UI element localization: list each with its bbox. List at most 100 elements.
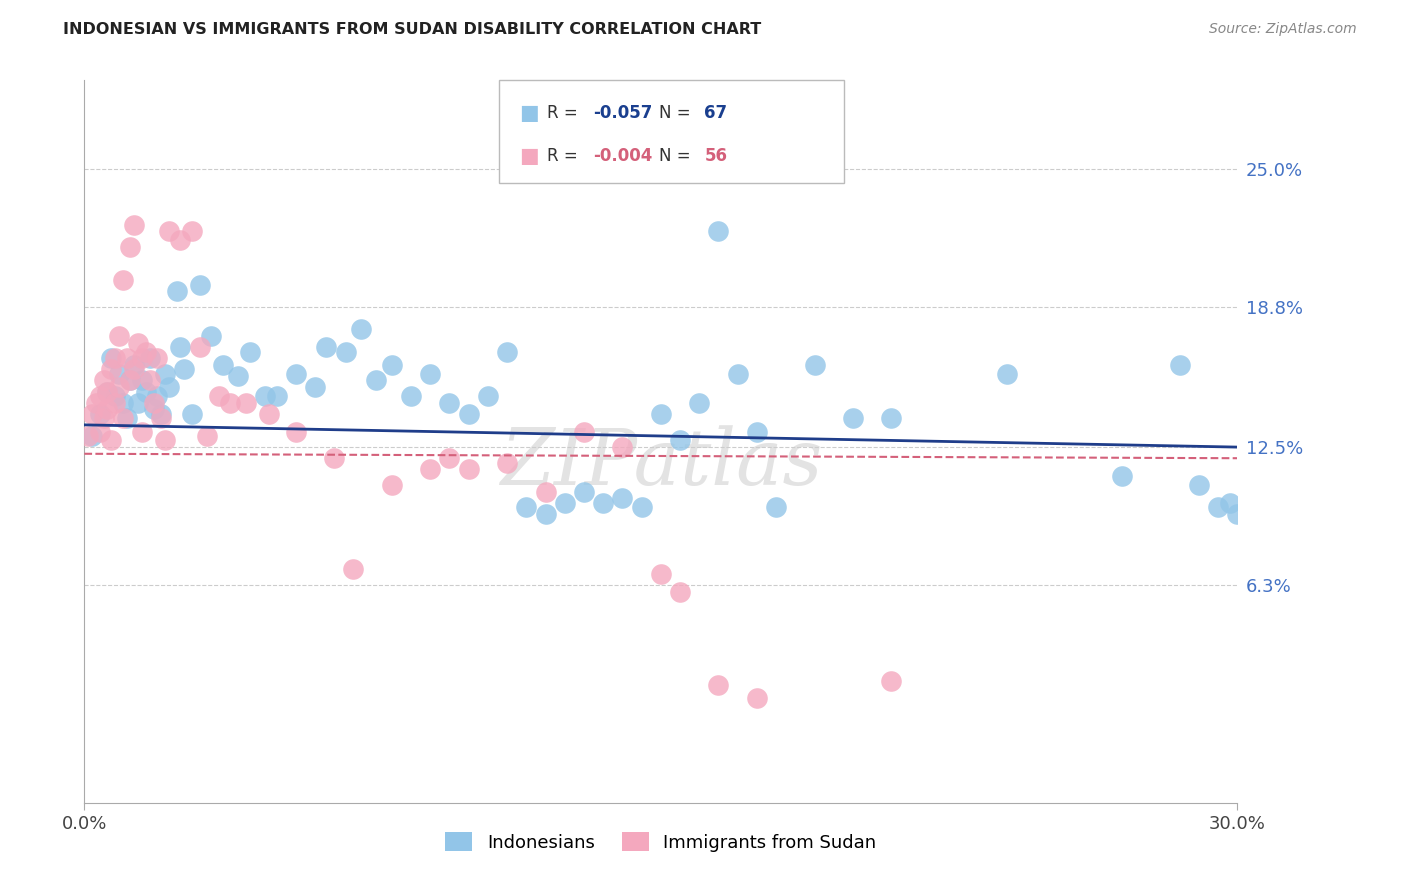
Point xyxy=(173,362,195,376)
Point xyxy=(89,389,111,403)
Point xyxy=(150,411,173,425)
Point xyxy=(157,224,180,238)
Point xyxy=(120,373,142,387)
Point xyxy=(669,584,692,599)
Point xyxy=(1206,500,1229,515)
Point xyxy=(226,368,249,383)
Point xyxy=(188,277,211,292)
Point xyxy=(572,484,595,499)
Text: N =: N = xyxy=(659,147,696,165)
Point xyxy=(93,373,115,387)
Point xyxy=(188,340,211,354)
Point xyxy=(745,691,768,706)
Point xyxy=(419,462,441,476)
Point xyxy=(150,407,173,421)
Text: INDONESIAN VS IMMIGRANTS FROM SUDAN DISABILITY CORRELATION CHART: INDONESIAN VS IMMIGRANTS FROM SUDAN DISA… xyxy=(63,22,762,37)
Point xyxy=(153,434,176,448)
Point xyxy=(135,344,157,359)
Point xyxy=(515,500,537,515)
Point xyxy=(111,411,134,425)
Point xyxy=(124,362,146,376)
Point xyxy=(342,562,364,576)
Point xyxy=(266,389,288,403)
Point xyxy=(166,285,188,299)
Point xyxy=(181,407,204,421)
Point xyxy=(93,411,115,425)
Point xyxy=(84,395,107,409)
Point xyxy=(630,500,652,515)
Point xyxy=(108,329,131,343)
Text: R =: R = xyxy=(547,104,583,122)
Point xyxy=(803,358,825,372)
Point xyxy=(89,425,111,439)
Point xyxy=(111,395,134,409)
Point xyxy=(284,425,307,439)
Point xyxy=(120,373,142,387)
Point xyxy=(131,425,153,439)
Point xyxy=(688,395,710,409)
Point xyxy=(496,344,519,359)
Text: N =: N = xyxy=(659,104,696,122)
Legend: Indonesians, Immigrants from Sudan: Indonesians, Immigrants from Sudan xyxy=(439,825,883,859)
Point xyxy=(195,429,218,443)
Point xyxy=(200,329,222,343)
Point xyxy=(366,373,388,387)
Point xyxy=(235,395,257,409)
Point xyxy=(253,389,276,403)
Point xyxy=(284,367,307,381)
Point xyxy=(381,358,404,372)
Point xyxy=(880,411,903,425)
Point xyxy=(100,351,122,366)
Point xyxy=(104,389,127,403)
Point xyxy=(1188,478,1211,492)
Point xyxy=(477,389,499,403)
Point xyxy=(131,351,153,366)
Point xyxy=(439,451,461,466)
Point xyxy=(77,429,100,443)
Point xyxy=(350,322,373,336)
Point xyxy=(96,384,118,399)
Point xyxy=(534,507,557,521)
Point xyxy=(131,373,153,387)
Point xyxy=(995,367,1018,381)
Point xyxy=(496,456,519,470)
Point xyxy=(707,224,730,238)
Point xyxy=(572,425,595,439)
Point xyxy=(842,411,865,425)
Point xyxy=(108,380,131,394)
Point xyxy=(707,678,730,692)
Point xyxy=(124,358,146,372)
Point xyxy=(142,395,165,409)
Text: -0.004: -0.004 xyxy=(593,147,652,165)
Point xyxy=(169,233,191,247)
Point xyxy=(96,402,118,417)
Point xyxy=(612,491,634,506)
Point xyxy=(439,395,461,409)
Point xyxy=(89,407,111,421)
Point xyxy=(304,380,326,394)
Point xyxy=(612,440,634,454)
Point xyxy=(534,484,557,499)
Point xyxy=(127,335,149,350)
Text: ZIPatlas: ZIPatlas xyxy=(499,425,823,501)
Text: 67: 67 xyxy=(704,104,727,122)
Point xyxy=(381,478,404,492)
Point xyxy=(880,673,903,688)
Point xyxy=(727,367,749,381)
Point xyxy=(554,496,576,510)
Point xyxy=(138,351,160,366)
Point xyxy=(239,344,262,359)
Point xyxy=(124,218,146,232)
Point xyxy=(120,240,142,254)
Point xyxy=(257,407,280,421)
Point xyxy=(669,434,692,448)
Point xyxy=(104,351,127,366)
Point xyxy=(1226,507,1249,521)
Point xyxy=(650,566,672,581)
Text: ■: ■ xyxy=(519,146,538,166)
Point xyxy=(457,407,479,421)
Point xyxy=(142,402,165,417)
Point xyxy=(1219,496,1241,510)
Point xyxy=(315,340,337,354)
Point xyxy=(157,380,180,394)
